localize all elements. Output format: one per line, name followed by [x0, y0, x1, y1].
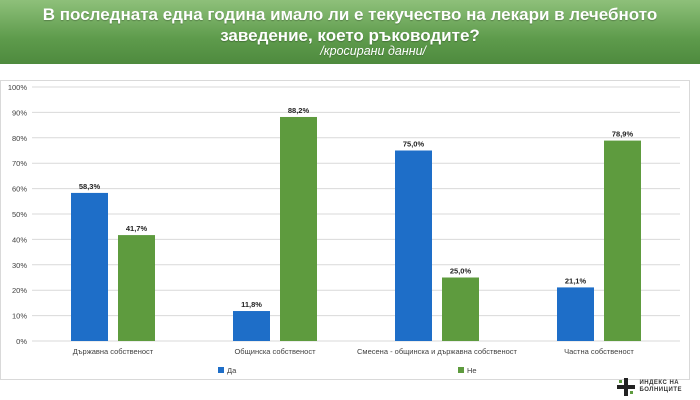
bar-no [118, 235, 155, 341]
bar-no [604, 140, 641, 341]
y-tick-label: 40% [12, 235, 27, 244]
y-tick-label: 20% [12, 286, 27, 295]
y-tick-label: 0% [16, 337, 27, 346]
logo-text-line-1: ИНДЕКС НА [639, 380, 680, 386]
legend-label: Да [227, 366, 237, 375]
data-label: 21,1% [565, 276, 587, 285]
chart-title-line-1: В последната една година имало ли е теку… [42, 5, 658, 24]
x-category-label: Общинска собственост [234, 347, 316, 356]
bar-yes [71, 192, 108, 341]
chart-frame [0, 80, 690, 380]
legend-swatch-yes [218, 367, 224, 373]
data-label: 88,2% [288, 106, 310, 115]
data-label: 25,0% [450, 267, 472, 276]
chart-subtitle: /кросирани данни/ [320, 44, 426, 58]
logo: ИНДЕКС НА БОЛНИЦИТЕ [617, 378, 682, 396]
data-label: 75,0% [403, 140, 425, 149]
data-label: 58,3% [79, 182, 101, 191]
hospital-cross-icon [617, 378, 636, 396]
bar-yes [395, 150, 432, 341]
title-banner: В последната една година имало ли е теку… [0, 0, 700, 64]
legend-label: Не [467, 366, 477, 375]
legend-swatch-no [458, 367, 464, 373]
data-label: 11,8% [241, 300, 262, 309]
x-category-label: Смесена - общинска и държавна собственос… [357, 347, 518, 356]
y-tick-label: 90% [12, 108, 27, 117]
y-tick-label: 60% [12, 185, 27, 194]
bar-yes [233, 311, 270, 341]
bar-yes [557, 287, 594, 341]
y-tick-label: 50% [12, 210, 27, 219]
data-label: 41,7% [126, 224, 148, 233]
data-label: 78,9% [612, 130, 634, 139]
y-tick-label: 70% [12, 159, 27, 168]
chart-title-line-2: заведение, което ръководите? [220, 26, 480, 45]
bar-no [280, 116, 317, 341]
bar-no [442, 277, 479, 341]
y-tick-label: 10% [12, 312, 27, 321]
x-category-label: Държавна собственост [73, 347, 154, 356]
y-tick-label: 100% [8, 83, 28, 92]
logo-text-line-2: БОЛНИЦИТЕ [639, 387, 682, 393]
x-category-label: Частна собственост [564, 347, 634, 356]
y-tick-label: 30% [12, 261, 27, 270]
y-tick-label: 80% [12, 134, 27, 143]
